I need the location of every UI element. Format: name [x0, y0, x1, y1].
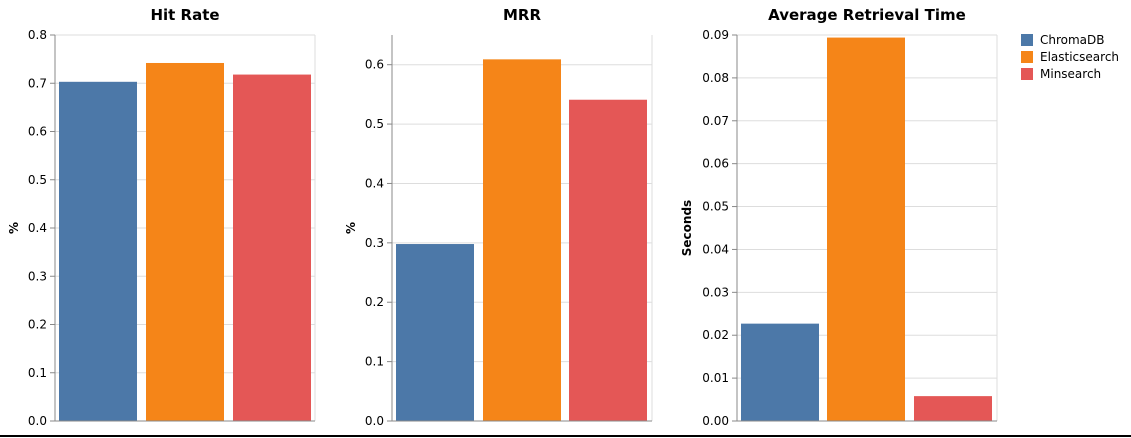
bar-elasticsearch: [146, 62, 224, 422]
y-tick-label: 0.0: [28, 414, 47, 428]
chart-title: Average Retrieval Time: [768, 6, 966, 24]
y-tick-label: 0.4: [365, 176, 384, 190]
y-tick-label: 0.03: [702, 285, 729, 299]
y-tick-label: 0.6: [28, 125, 47, 139]
y-tick-label: 0.00: [702, 414, 729, 428]
bar-chromadb: [741, 323, 819, 421]
y-tick-label: 0.02: [702, 328, 729, 342]
chart-title: MRR: [503, 6, 541, 24]
y-tick-label: 0.0: [365, 414, 384, 428]
y-tick-label: 0.06: [702, 157, 729, 171]
bar-elasticsearch: [483, 59, 561, 422]
y-tick-label: 0.8: [28, 28, 47, 42]
y-tick-label: 0.05: [702, 200, 729, 214]
bar-minsearch: [569, 99, 647, 421]
y-tick-label: 0.04: [702, 242, 729, 256]
chart-panel-2: 0.0 0.1 0.2 0.3 0.4 0.5 0.6 MRR%: [344, 6, 653, 428]
legend-label-minsearch: Minsearch: [1040, 67, 1101, 81]
y-tick-label: 0.6: [365, 58, 384, 72]
bar-chromadb: [396, 244, 474, 421]
chart-title: Hit Rate: [150, 6, 219, 24]
y-tick-label: 0.2: [365, 295, 384, 309]
chart-panel-3: 0.00 0.01 0.02 0.03 0.04 0.05 0.06 0.07 0.08 0.09…: [680, 6, 998, 428]
legend: ChromaDB Elasticsearch Minsearch: [1021, 33, 1119, 81]
y-tick-label: 0.5: [365, 117, 384, 131]
y-tick-label: 0.07: [702, 114, 729, 128]
bar-chromadb: [59, 81, 137, 422]
legend-swatch-minsearch: [1021, 68, 1033, 80]
bar-minsearch: [914, 396, 992, 421]
bar-elasticsearch: [827, 37, 905, 421]
y-axis-title: %: [344, 222, 358, 234]
y-tick-label: 0.01: [702, 371, 729, 385]
y-tick-label: 0.09: [702, 28, 729, 42]
bar-minsearch: [233, 74, 311, 421]
y-tick-label: 0.08: [702, 71, 729, 85]
legend-swatch-chromadb: [1021, 34, 1033, 46]
y-axis-title: %: [7, 222, 21, 234]
legend-label-elasticsearch: Elasticsearch: [1040, 50, 1119, 64]
y-tick-label: 0.5: [28, 173, 47, 187]
y-tick-label: 0.1: [365, 355, 384, 369]
legend-label-chromadb: ChromaDB: [1040, 33, 1105, 47]
y-tick-label: 0.3: [365, 236, 384, 250]
y-axis-title: Seconds: [680, 200, 694, 256]
chart-panel-1: 0.0 0.1 0.2 0.3 0.4 0.5 0.6 0.7 0.8 Hit Rate%: [7, 6, 316, 428]
y-tick-label: 0.3: [28, 269, 47, 283]
y-tick-label: 0.7: [28, 76, 47, 90]
y-tick-label: 0.2: [28, 318, 47, 332]
y-tick-label: 0.4: [28, 221, 47, 235]
legend-swatch-elasticsearch: [1021, 51, 1033, 63]
y-tick-label: 0.1: [28, 366, 47, 380]
